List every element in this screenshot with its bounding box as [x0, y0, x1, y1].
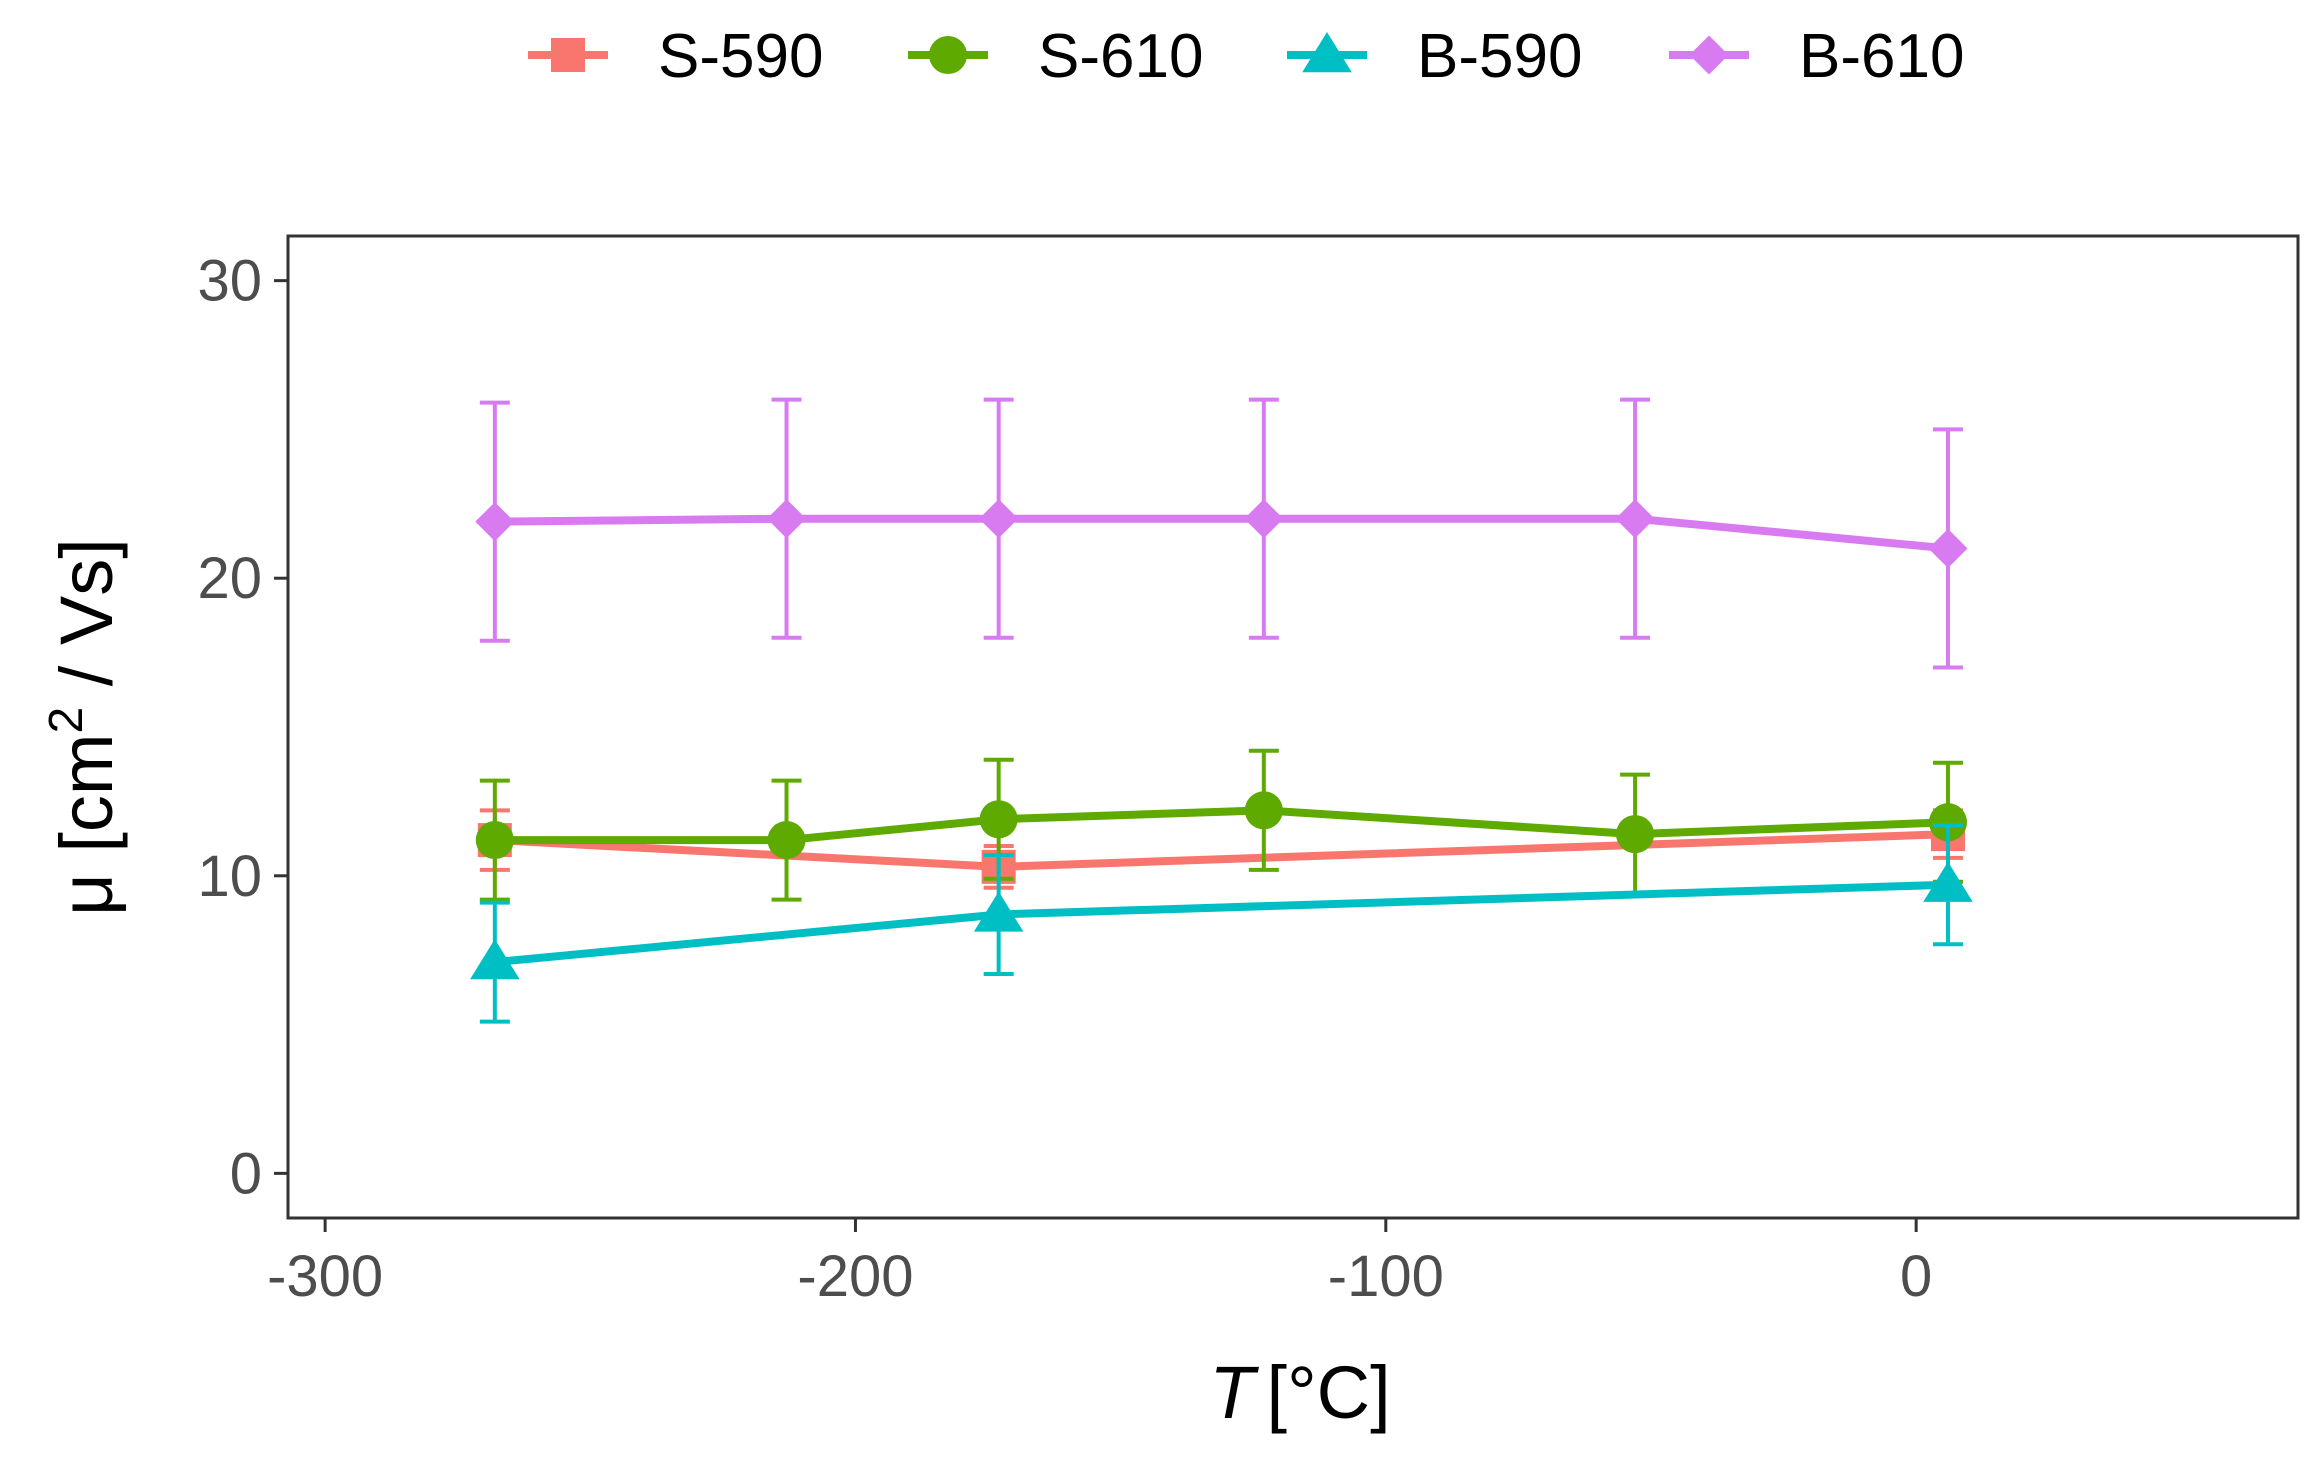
data-point [1615, 499, 1655, 539]
series-line [494, 514, 1949, 553]
legend-label: S-610 [1038, 22, 1203, 91]
x-tick-label: -100 [1328, 1244, 1444, 1309]
data-point [475, 821, 514, 860]
data-point [1244, 499, 1284, 539]
legend-item-B-590: B-590 [1287, 22, 1582, 91]
plot-panel-border [286, 234, 2300, 1220]
data-point [1244, 791, 1283, 830]
legend-label: S-590 [658, 22, 823, 91]
data-point [1928, 528, 1968, 569]
y-tick-label: 0 [230, 1141, 262, 1206]
series-B-610 [475, 397, 1968, 670]
data-point [1923, 861, 1973, 902]
plot-panel [286, 234, 2300, 1220]
legend-key-marker [928, 35, 968, 75]
y-tick-label: 30 [197, 249, 262, 314]
y-axis-title-suffix: / Vs] [45, 538, 128, 707]
y-axis-title-sup: 2 [40, 707, 93, 734]
series-B-590 [470, 823, 1973, 1024]
x-axis-variable: T [1209, 1351, 1259, 1434]
legend-label: B-610 [1799, 22, 1964, 91]
series-S-610 [475, 748, 1968, 902]
x-axis-unit: [°C] [1267, 1351, 1391, 1434]
legend-item-S-590: S-590 [528, 22, 823, 91]
data-point [979, 499, 1019, 539]
y-tick-label: 20 [197, 546, 262, 611]
x-tick-label: -300 [267, 1244, 383, 1309]
legend-item-S-610: S-610 [908, 22, 1203, 91]
data-point [1928, 803, 1968, 842]
x-axis: -300 -200 -100 0 [267, 1218, 1932, 1309]
legend-key-marker [1302, 32, 1352, 73]
data-point [973, 891, 1024, 932]
x-tick-label: 0 [1900, 1244, 1932, 1309]
legend-key-marker [551, 38, 585, 72]
data-point [766, 499, 807, 539]
data-point [767, 821, 806, 860]
legend-label: B-590 [1417, 22, 1582, 91]
legend: S-590 S-610 B-590 B-610 [528, 22, 1964, 91]
y-axis: 0 10 20 30 [197, 249, 288, 1206]
data-point [1616, 815, 1655, 854]
data-point [470, 939, 520, 980]
x-tick-label: -200 [797, 1244, 913, 1309]
legend-item-B-610: B-610 [1669, 22, 1964, 91]
y-axis-title-prefix: μ [cm [45, 733, 128, 915]
series-layer [470, 397, 1973, 1024]
legend-key-marker [1689, 35, 1729, 75]
series-line [494, 806, 1949, 845]
data-point [979, 800, 1018, 839]
x-axis-title: T [°C] [1209, 1351, 1390, 1434]
y-axis-title: μ [cm2 / Vs] [40, 538, 128, 916]
data-point [475, 502, 515, 542]
y-tick-label: 10 [197, 844, 262, 909]
